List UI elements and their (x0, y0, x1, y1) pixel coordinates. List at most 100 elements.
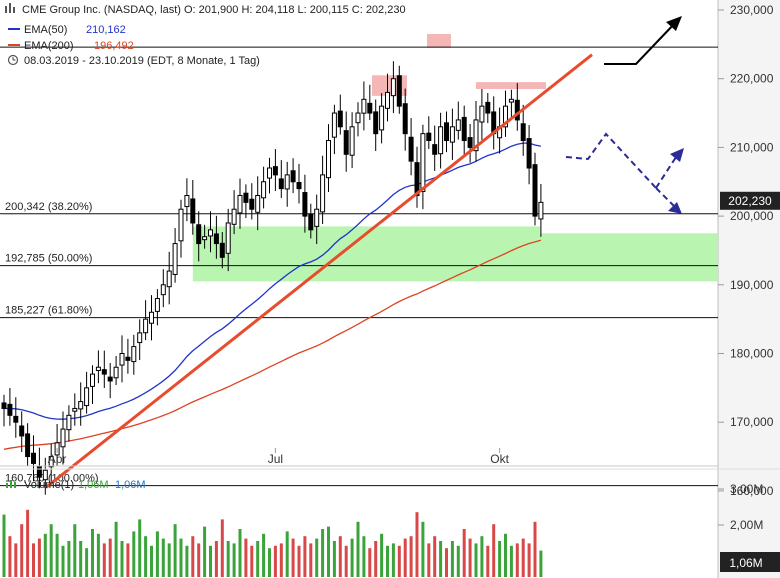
price-tick-label: 210,000 (730, 140, 774, 154)
volume-bar (515, 543, 519, 577)
candle-body (473, 119, 479, 152)
candle-body (42, 469, 48, 481)
volume-bar (539, 550, 543, 577)
volume-bar (427, 543, 431, 577)
candle-body (125, 356, 131, 361)
candle-body (432, 144, 438, 155)
volume-bar (61, 545, 65, 577)
volume-bar (291, 538, 295, 577)
volume-bar (297, 545, 301, 577)
candle-body (160, 284, 166, 296)
price-tick-label: 230,000 (730, 3, 774, 17)
candle-body (72, 407, 78, 412)
volume-bar (20, 524, 24, 577)
date-tick-label: Jul (268, 452, 283, 466)
volume-bar (155, 531, 159, 577)
candle-body (414, 162, 420, 196)
candle-body (379, 105, 385, 131)
fib-level-label: 200,342 (38.20%) (5, 201, 92, 213)
price-tick-label: 200,000 (730, 209, 774, 223)
price-tick-label: 180,000 (730, 347, 774, 361)
candle-body (331, 112, 337, 138)
volume-bar (386, 545, 389, 577)
candle-body (479, 105, 485, 123)
volume-bar (409, 536, 413, 577)
volume-label: Volume(1) (24, 479, 74, 491)
candle-body (60, 428, 66, 448)
candle-body (308, 213, 314, 231)
volume-bar (273, 545, 277, 577)
candle-body (272, 166, 278, 176)
volume-bar (126, 543, 130, 577)
candle-body (461, 116, 467, 142)
volume-bar (285, 531, 289, 577)
candle-body (237, 194, 243, 214)
candle-body (90, 373, 95, 387)
volume-bar (108, 538, 112, 577)
candle-body (503, 105, 508, 128)
candle-body (337, 110, 343, 128)
instrument-line: CME Group Inc. (NASDAQ, last) O: 201,900… (22, 4, 406, 16)
candle-body (455, 119, 461, 131)
candle-body (119, 353, 125, 366)
candle-body (208, 229, 213, 237)
candle-body (538, 201, 544, 220)
fib-level-label: 160,760 (100.00%) (5, 473, 99, 485)
candle-body (66, 414, 72, 431)
volume-bar (338, 536, 342, 577)
volume-bar (439, 541, 443, 577)
ema50-line (4, 142, 542, 420)
candle-body (184, 194, 190, 208)
candle-body (508, 98, 514, 103)
volume-bar (2, 514, 6, 577)
candle-body (438, 126, 444, 155)
period-line: 08.03.2019 - 23.10.2019 (EDT, 8 Monate, … (7, 54, 260, 67)
volume-bar (8, 536, 12, 577)
volume-bar (173, 524, 177, 577)
candle-body (225, 222, 231, 254)
candle-body (267, 167, 272, 179)
volume-bar (238, 529, 242, 577)
volume-bar (456, 545, 460, 577)
candle-body (113, 366, 119, 379)
bullish-arrow-head-icon (666, 16, 682, 31)
support-zone (192, 226, 541, 282)
price-tick-label: 220,000 (730, 72, 774, 86)
candle-body (314, 208, 320, 227)
candle-body (172, 243, 178, 275)
volume-bar (167, 543, 171, 577)
candle-body (7, 403, 13, 416)
volume-bar (492, 524, 496, 577)
volume-bar (209, 545, 212, 577)
candle-body (78, 401, 84, 410)
volume-bar (279, 543, 283, 577)
volume-bar (468, 538, 472, 577)
volume-bar (504, 533, 507, 577)
candle-body (48, 456, 54, 468)
volume-bars (2, 509, 543, 577)
candle-body (107, 376, 113, 382)
ema200-line (3, 239, 542, 450)
candle-body (19, 425, 25, 437)
candle-body (84, 387, 90, 407)
candle-body (166, 270, 172, 288)
candle-body (36, 465, 42, 478)
volume-bar (49, 524, 53, 577)
volume-bar (96, 533, 100, 577)
volume-bar (214, 541, 218, 577)
volume-bar (161, 538, 165, 577)
bar-chart-icon (5, 3, 15, 13)
volume-bar (327, 526, 330, 577)
volume-bar (521, 538, 525, 577)
volume-bar (244, 538, 248, 577)
volume-bar (32, 543, 35, 577)
candle-body (326, 140, 331, 179)
volume-bar (533, 521, 537, 577)
volume-bar (486, 545, 490, 577)
candle-body (219, 242, 225, 258)
volume-bar (250, 545, 254, 577)
volume-bar (391, 543, 395, 577)
volume-bar (232, 543, 236, 577)
volume-bar (332, 541, 336, 577)
price-axis: 230,000 220,000 210,000 200,000 190,000 180,0… (718, 3, 774, 498)
